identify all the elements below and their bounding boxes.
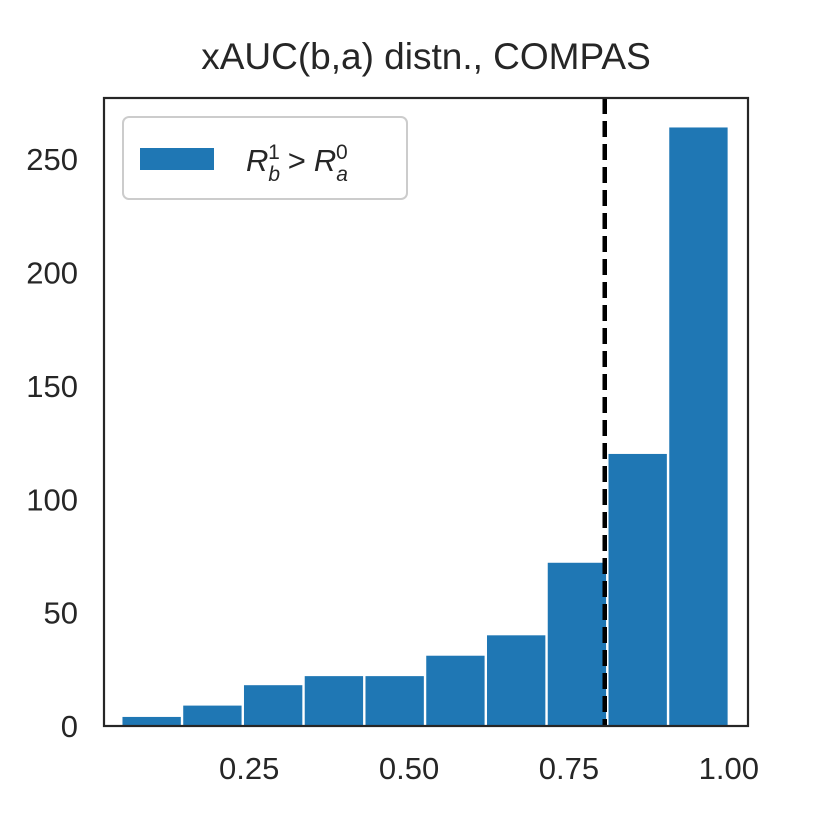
y-tick-label: 100 xyxy=(26,482,78,517)
x-tick-label: 0.25 xyxy=(219,751,279,786)
x-tick-label: 1.00 xyxy=(699,751,759,786)
histogram-bar xyxy=(304,676,364,726)
histogram-bar xyxy=(669,127,728,727)
plot-frame xyxy=(102,96,750,728)
legend: Rb1 > Ra0 xyxy=(122,116,408,200)
y-tick-label: 250 xyxy=(26,142,78,177)
y-tick-label: 200 xyxy=(26,256,78,291)
histogram-bar xyxy=(243,685,303,726)
legend-swatch xyxy=(140,148,214,170)
histogram-bar xyxy=(183,705,242,726)
histogram-bar xyxy=(122,716,181,726)
histogram-bar xyxy=(608,453,667,726)
x-axis: 0.25 0.50 0.75 1.00 xyxy=(219,751,759,786)
y-tick-label: 0 xyxy=(61,709,78,744)
y-tick-label: 50 xyxy=(44,596,78,631)
histogram-bar xyxy=(547,562,607,726)
legend-frame xyxy=(122,116,408,200)
bars-layer xyxy=(122,127,728,727)
x-tick-label: 0.50 xyxy=(379,751,439,786)
legend-label: Rb1 > Ra0 xyxy=(246,141,348,186)
histogram-bar xyxy=(486,635,546,726)
histogram-bar xyxy=(426,655,485,726)
x-tick-label: 0.75 xyxy=(539,751,599,786)
histogram-bar xyxy=(365,676,424,726)
y-axis: 0 50 100 150 200 250 xyxy=(26,142,78,744)
y-tick-label: 150 xyxy=(26,369,78,404)
chart-title: xAUC(b,a) distn., COMPAS xyxy=(201,36,651,77)
